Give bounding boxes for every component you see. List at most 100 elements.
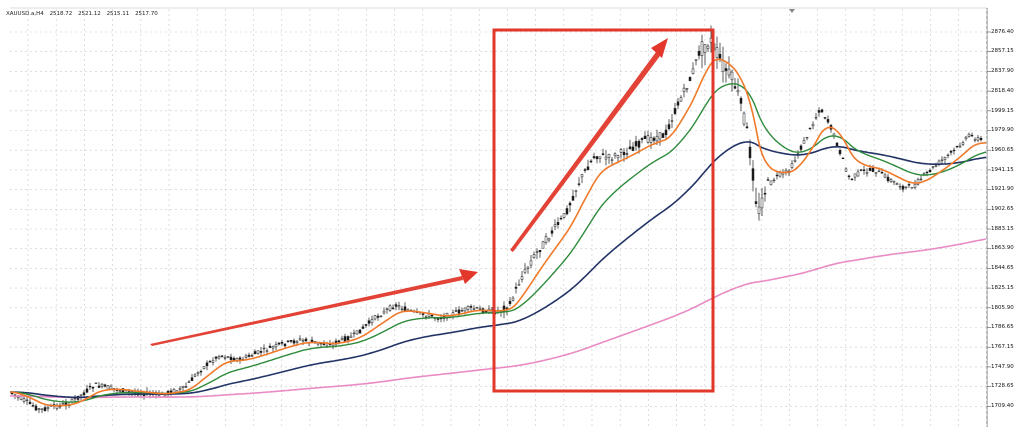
candle-body (220, 355, 224, 357)
candle-body (940, 159, 944, 161)
candle-body (88, 385, 92, 388)
candle-body (478, 308, 482, 310)
candle-body (109, 385, 113, 390)
candle-body (247, 354, 251, 357)
candle-body (202, 366, 206, 369)
candle-body (856, 171, 860, 177)
candle-body (820, 109, 824, 113)
candle-body (43, 407, 47, 411)
candle-body (892, 180, 896, 183)
price-tick-label: 1921.90 (991, 186, 1014, 192)
candle-body (907, 184, 911, 186)
candle-body (61, 403, 65, 405)
candle-body (310, 339, 314, 343)
candle-body (103, 384, 107, 387)
candle-body (931, 166, 935, 168)
candle-body (295, 341, 299, 343)
candle-body (964, 136, 968, 139)
price-tick-label: 2857.15 (991, 48, 1014, 54)
candle-body (589, 160, 593, 163)
symbol-name: XAUUSD.a,H4 (6, 11, 44, 17)
candle-body (535, 251, 539, 253)
candle-body (388, 305, 392, 311)
candle-body (868, 168, 872, 171)
candle-body (664, 129, 668, 136)
symbol-header: XAUUSD.a,H4 2518.72 2521.12 2515.11 2517… (6, 11, 162, 17)
candle-body (460, 310, 464, 312)
candle-body (37, 408, 41, 410)
candle-body (268, 345, 272, 348)
candle-body (82, 392, 86, 396)
candle-body (298, 338, 302, 341)
candle-body (748, 146, 752, 159)
high-value: 2521.12 (78, 11, 101, 17)
candle-body (181, 385, 185, 388)
price-tick-label: 1979.90 (991, 127, 1014, 133)
candle-body (517, 284, 521, 286)
candle-body (949, 150, 953, 153)
candle-body (844, 168, 848, 172)
candle-body (28, 401, 32, 404)
candle-body (790, 163, 794, 168)
candle-body (631, 146, 635, 151)
candle-body (730, 71, 734, 80)
candle-body (361, 326, 365, 329)
candle-body (952, 149, 956, 152)
candle-body (352, 332, 356, 335)
candle-body (673, 108, 677, 114)
candle-body (655, 136, 659, 142)
candle-body (880, 172, 884, 174)
candle-body (661, 133, 665, 138)
candle-body (700, 41, 704, 56)
candle-body (763, 192, 767, 195)
candle-body (703, 44, 707, 53)
candle-body (874, 172, 878, 174)
candle-body (706, 45, 710, 49)
candle-body (613, 153, 617, 156)
candle-body (583, 169, 587, 171)
candle-body (634, 141, 638, 147)
candle-body (559, 217, 563, 220)
candle-body (403, 306, 407, 311)
price-tick-label: 1747.90 (991, 364, 1014, 370)
candle-body (652, 137, 656, 141)
candle-body (568, 202, 572, 206)
rally-highlight-box (492, 28, 715, 393)
candle-body (772, 179, 776, 182)
candle-body (346, 336, 350, 341)
arrowhead-icon (651, 38, 668, 58)
candle-body (208, 361, 212, 363)
candle-body (244, 355, 248, 358)
candle-body (715, 47, 719, 58)
candle-body (91, 386, 95, 389)
candle-body (724, 68, 728, 71)
candle-body (736, 90, 740, 93)
candle-body (190, 377, 194, 381)
candle-body (337, 340, 341, 343)
candle-body (955, 145, 959, 148)
candle-body (574, 190, 578, 192)
candle-body (610, 159, 614, 161)
candle-body (961, 142, 965, 145)
price-tick-label: 1825.15 (991, 285, 1014, 291)
candle-body (364, 324, 368, 326)
candle-body (283, 343, 287, 347)
candle-body (823, 117, 827, 119)
candle-body (580, 174, 584, 178)
candle-body (685, 88, 689, 90)
candle-body (187, 381, 191, 383)
candle-body (544, 236, 548, 243)
candle-body (751, 168, 755, 181)
close-value: 2517.70 (135, 11, 158, 17)
candle-body (973, 139, 977, 141)
candle-body (835, 142, 839, 147)
candle-body (733, 86, 737, 89)
price-tick-label: 2818.40 (991, 88, 1014, 94)
candle-body (40, 408, 44, 410)
candle-body (970, 134, 974, 137)
price-axis[interactable]: 2876.40 2857.15 2837.90 2818.40 1999.15 … (987, 0, 1024, 427)
candle-body (757, 206, 761, 215)
candle-body (895, 183, 899, 186)
